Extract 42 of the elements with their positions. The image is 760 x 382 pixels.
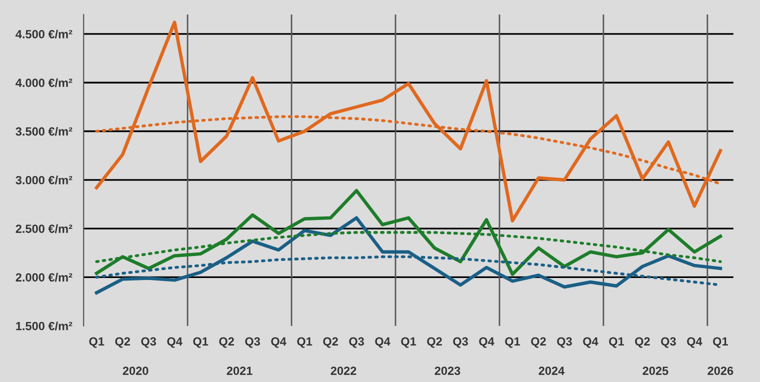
x-tick-label: Q2 (219, 337, 234, 348)
x-tick-label: Q3 (557, 337, 572, 348)
text: 2020 (122, 366, 148, 375)
y-tick-label: 4.500 €/m² (16, 30, 72, 38)
y-tick-label: 4.000 €/m² (16, 78, 72, 88)
x-tick-label: Q1 (609, 337, 624, 348)
x-tick-label: Q4 (687, 337, 702, 348)
x-tick-label: Q1 (713, 337, 728, 348)
y-tick-label: 2.500 €/m² (16, 224, 72, 234)
x-tick-label: Q4 (375, 337, 390, 348)
y-tick-label: 2.000 €/m² (16, 272, 72, 282)
x-tick-label: Q1 (401, 337, 416, 348)
x-tick-label: Q3 (349, 337, 364, 348)
y-tick-label: 1.500 €/m² (16, 322, 72, 330)
text: 2026 (708, 366, 734, 375)
x-tick-label: Q2 (635, 337, 650, 348)
x-tick-label: Q4 (583, 337, 598, 348)
x-tick-label: Q3 (141, 337, 156, 348)
text: 2021 (226, 366, 252, 375)
x-tick-label: Q2 (427, 337, 442, 348)
x-tick-label: Q4 (271, 337, 286, 348)
x-tick-label: Q4 (479, 337, 494, 348)
x-tick-label: Q1 (193, 337, 208, 348)
x-tick-label: Q2 (323, 337, 338, 348)
x-tick-label: Q3 (245, 337, 260, 348)
y-tick-label: 3.000 €/m² (16, 176, 72, 184)
x-tick-label: Q2 (531, 337, 546, 348)
text: 2025 (642, 366, 668, 375)
x-tick-label: Q1 (297, 337, 312, 348)
x-tick-label: Q2 (115, 337, 130, 348)
line-series (94, 20, 722, 222)
x-tick-label: Q1 (505, 337, 520, 348)
y-tick-label: 3.500 €/m² (16, 126, 72, 136)
x-tick-label: Q3 (661, 337, 676, 348)
line-series (94, 188, 722, 276)
line-series (94, 216, 722, 294)
x-tick-label: Q3 (453, 337, 468, 348)
x-tick-label: Q4 (167, 337, 182, 348)
text: 2022 (330, 366, 356, 375)
x-tick-label: Q1 (89, 337, 104, 348)
text: 2023 (434, 366, 460, 376)
text: 2024 (538, 366, 565, 375)
